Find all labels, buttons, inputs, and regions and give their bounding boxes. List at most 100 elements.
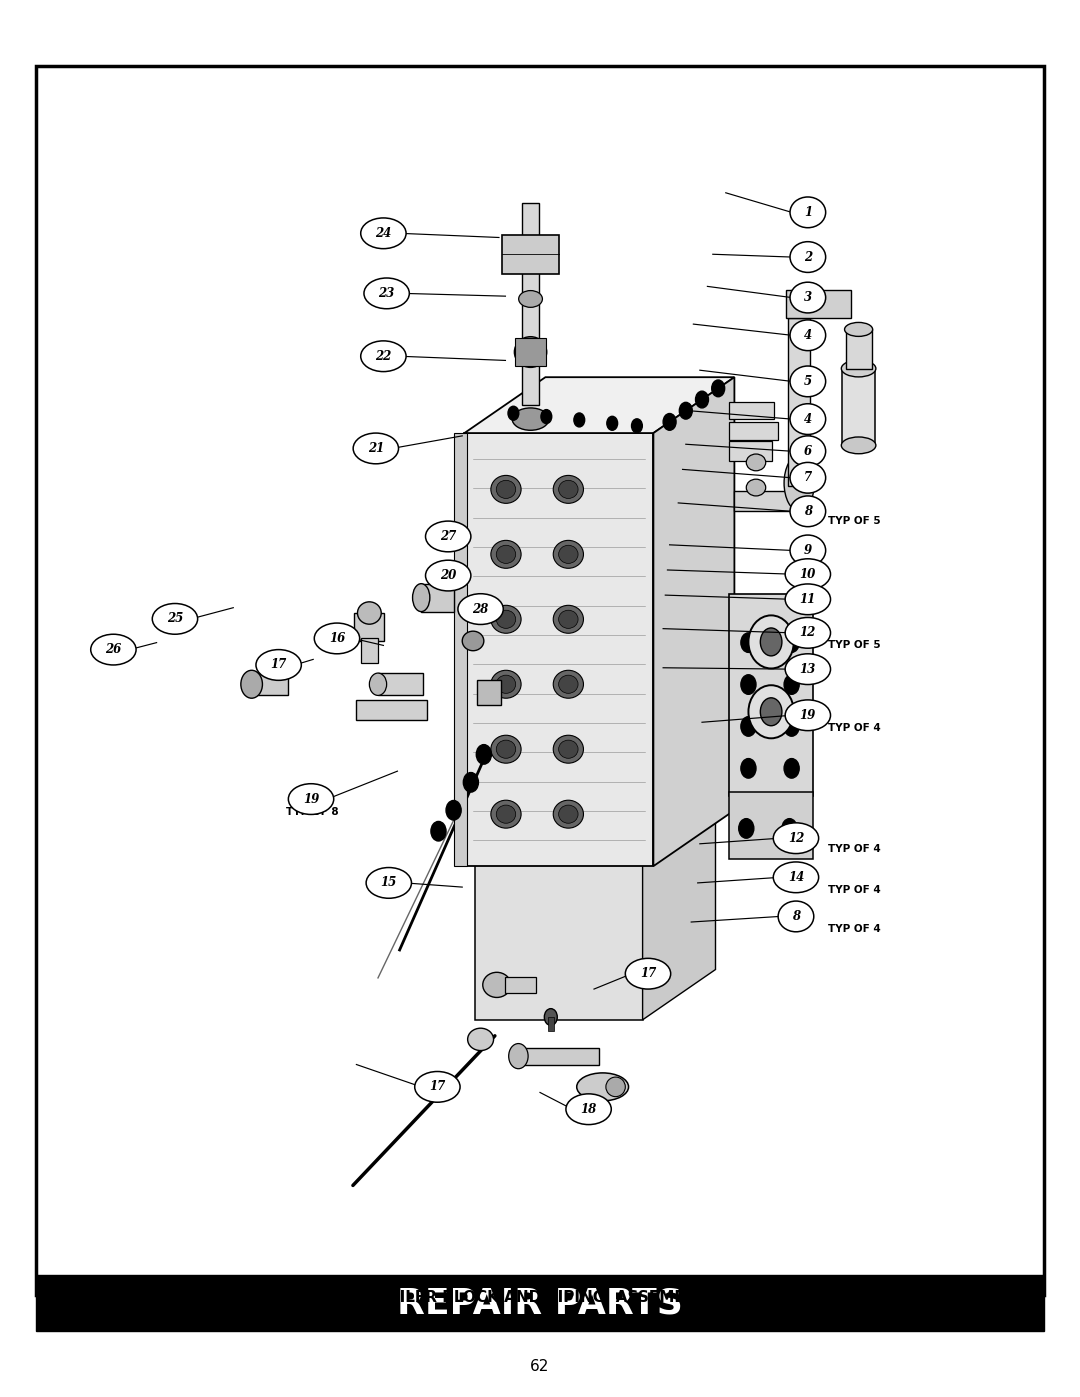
Ellipse shape: [748, 686, 794, 739]
Ellipse shape: [357, 602, 381, 624]
Circle shape: [446, 800, 461, 820]
Text: REPAIR PARTS: REPAIR PARTS: [397, 1287, 683, 1320]
Circle shape: [784, 759, 799, 778]
Text: 27: 27: [440, 529, 457, 543]
Text: 8: 8: [804, 504, 812, 518]
Bar: [734, 492, 794, 511]
Text: 13: 13: [799, 662, 816, 676]
Ellipse shape: [784, 455, 814, 511]
Bar: [842, 369, 875, 446]
Text: 17: 17: [270, 658, 287, 672]
Circle shape: [741, 717, 756, 736]
Circle shape: [463, 773, 478, 792]
Ellipse shape: [553, 541, 583, 569]
Bar: [356, 700, 427, 719]
Circle shape: [760, 698, 782, 726]
Ellipse shape: [791, 320, 826, 351]
Ellipse shape: [746, 479, 766, 496]
Ellipse shape: [746, 454, 766, 471]
Circle shape: [784, 675, 799, 694]
Ellipse shape: [558, 675, 578, 693]
Ellipse shape: [490, 671, 521, 698]
Ellipse shape: [785, 617, 831, 648]
Circle shape: [741, 675, 756, 694]
Text: 15: 15: [380, 876, 397, 890]
Ellipse shape: [490, 541, 521, 569]
Ellipse shape: [497, 805, 516, 823]
Ellipse shape: [490, 605, 521, 633]
Bar: [464, 433, 653, 866]
Text: 24: 24: [375, 226, 392, 240]
Polygon shape: [653, 377, 734, 866]
Text: 10: 10: [799, 567, 816, 581]
Text: 9: 9: [804, 543, 812, 557]
Ellipse shape: [558, 805, 578, 823]
Circle shape: [607, 416, 618, 430]
Polygon shape: [475, 809, 715, 859]
Circle shape: [508, 407, 518, 420]
Ellipse shape: [468, 1028, 494, 1051]
Ellipse shape: [553, 475, 583, 503]
Text: BOILER BLOCK AND PIPING  ASSEMBLY: BOILER BLOCK AND PIPING ASSEMBLY: [376, 1291, 704, 1305]
Ellipse shape: [791, 496, 826, 527]
Ellipse shape: [778, 901, 814, 932]
Ellipse shape: [91, 634, 136, 665]
Ellipse shape: [791, 404, 826, 434]
Ellipse shape: [497, 481, 516, 499]
Ellipse shape: [791, 282, 826, 313]
Ellipse shape: [841, 437, 876, 454]
Text: TYP OF 5: TYP OF 5: [828, 515, 881, 527]
Ellipse shape: [577, 1073, 629, 1101]
Ellipse shape: [152, 604, 198, 634]
Text: TYP OF 5: TYP OF 5: [828, 640, 881, 651]
FancyArrowPatch shape: [353, 1035, 495, 1186]
Ellipse shape: [415, 1071, 460, 1102]
Circle shape: [573, 414, 584, 427]
Ellipse shape: [791, 436, 826, 467]
Ellipse shape: [361, 341, 406, 372]
Circle shape: [663, 414, 676, 430]
Text: 22: 22: [375, 349, 392, 363]
Text: 5: 5: [804, 374, 812, 388]
Polygon shape: [464, 377, 734, 433]
Bar: [354, 613, 384, 641]
Polygon shape: [643, 809, 715, 1020]
Ellipse shape: [497, 740, 516, 759]
Ellipse shape: [841, 360, 876, 377]
Ellipse shape: [490, 800, 521, 828]
Text: 12: 12: [787, 831, 805, 845]
Ellipse shape: [785, 700, 831, 731]
Bar: [361, 638, 378, 664]
Circle shape: [782, 819, 797, 838]
Circle shape: [679, 402, 692, 419]
Ellipse shape: [369, 673, 387, 696]
Bar: [36, 1275, 1044, 1331]
Text: 19: 19: [302, 792, 320, 806]
Ellipse shape: [625, 958, 671, 989]
Ellipse shape: [791, 242, 826, 272]
Ellipse shape: [497, 610, 516, 629]
Bar: [548, 1017, 554, 1031]
Ellipse shape: [553, 800, 583, 828]
Text: 12: 12: [799, 626, 816, 640]
Circle shape: [241, 671, 262, 698]
Bar: [475, 859, 643, 1020]
Ellipse shape: [288, 784, 334, 814]
Text: TYP OF 4: TYP OF 4: [828, 923, 881, 935]
Ellipse shape: [773, 823, 819, 854]
Text: 7: 7: [804, 471, 812, 485]
Bar: [729, 422, 778, 440]
Circle shape: [760, 629, 782, 657]
Text: 19: 19: [799, 708, 816, 722]
Ellipse shape: [364, 278, 409, 309]
Text: 6: 6: [804, 444, 812, 458]
Ellipse shape: [566, 1094, 611, 1125]
Text: 18: 18: [580, 1102, 597, 1116]
Ellipse shape: [462, 631, 484, 651]
Bar: [729, 594, 813, 796]
Text: 3: 3: [804, 291, 812, 305]
Text: 2: 2: [804, 250, 812, 264]
Text: 26: 26: [105, 643, 122, 657]
Ellipse shape: [785, 559, 831, 590]
Circle shape: [784, 717, 799, 736]
